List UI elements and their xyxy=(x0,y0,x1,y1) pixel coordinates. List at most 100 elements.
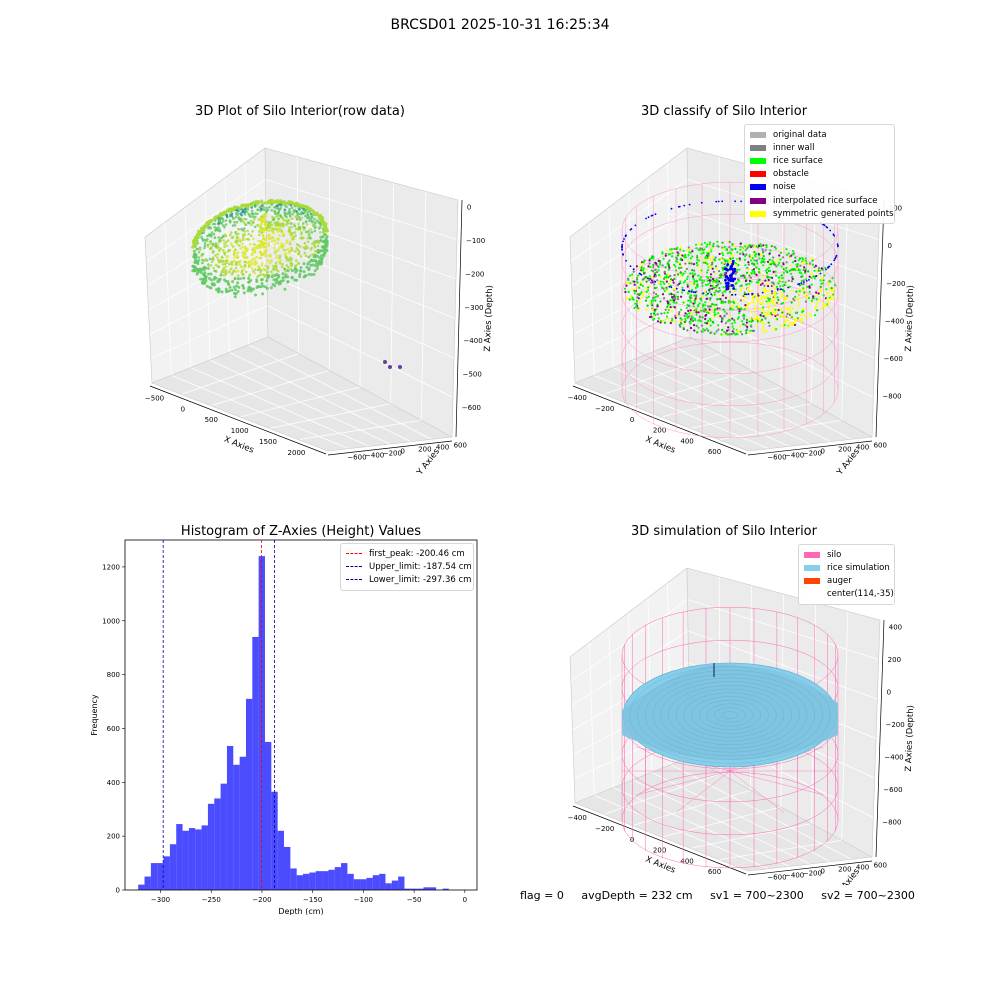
classified-point xyxy=(794,318,797,322)
grid-line xyxy=(841,191,849,421)
data-point xyxy=(246,229,249,233)
data-point xyxy=(274,261,278,265)
y-tick-label: −200 xyxy=(383,449,402,457)
classified-point xyxy=(807,263,810,266)
z-tick-label: −400 xyxy=(885,317,904,325)
classified-point xyxy=(813,306,817,310)
data-point xyxy=(249,243,252,246)
data-point xyxy=(282,232,285,235)
data-point xyxy=(267,241,270,244)
data-point xyxy=(257,264,260,268)
classified-point xyxy=(737,263,740,267)
classified-point xyxy=(788,307,791,310)
classified-point xyxy=(750,310,754,313)
classified-point xyxy=(648,284,651,287)
classified-point xyxy=(735,281,738,284)
data-point xyxy=(196,271,200,274)
data-point xyxy=(243,264,246,268)
classified-point xyxy=(701,279,704,282)
data-point xyxy=(242,276,246,280)
data-point xyxy=(218,239,221,242)
data-point xyxy=(222,267,226,270)
classified-point xyxy=(774,291,777,294)
classified-point xyxy=(740,287,743,290)
classified-point xyxy=(731,308,734,311)
classified-point xyxy=(823,274,826,277)
classified-point xyxy=(662,287,665,290)
data-point xyxy=(259,250,262,254)
data-point xyxy=(260,200,264,204)
classified-point xyxy=(704,321,707,324)
classified-point xyxy=(758,307,761,310)
classified-point xyxy=(703,241,706,244)
data-point xyxy=(297,261,300,265)
box-edge xyxy=(574,802,749,872)
noise-point xyxy=(771,290,773,292)
y-tick-label: 1000 xyxy=(102,617,120,625)
y-tick-label: 600 xyxy=(107,725,120,733)
x-tick-label: −400 xyxy=(568,394,587,402)
y-tick-label: 0 xyxy=(820,867,824,875)
classified-point xyxy=(736,268,739,271)
x-tick-label: −50 xyxy=(407,896,422,904)
classified-point xyxy=(733,245,736,248)
classified-point xyxy=(781,293,784,296)
classified-point xyxy=(738,310,741,313)
classified-point xyxy=(714,256,717,259)
data-point xyxy=(249,219,253,223)
classified-point xyxy=(667,263,670,266)
data-point xyxy=(217,246,220,249)
classified-point xyxy=(742,323,745,326)
noise-point xyxy=(721,200,724,203)
classified-point xyxy=(680,257,683,260)
classified-point xyxy=(721,268,725,272)
classified-point xyxy=(693,329,696,332)
classified-point xyxy=(754,304,757,307)
grid-line xyxy=(420,191,427,421)
classified-point xyxy=(704,255,707,258)
data-point xyxy=(231,280,235,284)
classified-point xyxy=(745,321,748,324)
z-axis-line xyxy=(455,199,463,438)
classified-point xyxy=(747,267,750,271)
classified-point xyxy=(645,287,648,290)
noise-point xyxy=(683,204,686,207)
classified-point xyxy=(771,302,774,305)
classified-point xyxy=(803,261,806,264)
classified-point xyxy=(761,248,764,251)
classified-point xyxy=(748,274,751,277)
histogram-bar xyxy=(214,798,221,890)
data-point xyxy=(196,268,200,272)
data-point xyxy=(232,245,235,248)
data-point xyxy=(246,221,250,224)
classified-point xyxy=(716,283,720,286)
box-edge xyxy=(451,199,459,438)
data-point xyxy=(281,272,285,276)
classified-point xyxy=(702,251,705,255)
data-point xyxy=(275,256,278,260)
classified-point xyxy=(716,298,719,301)
data-point xyxy=(253,243,256,246)
classified-point xyxy=(772,300,775,303)
classified-point xyxy=(663,271,666,274)
classified-point xyxy=(774,247,777,250)
classified-point xyxy=(764,317,767,320)
data-point xyxy=(297,222,300,225)
classified-point xyxy=(759,272,762,275)
classified-point xyxy=(693,324,696,327)
data-point xyxy=(260,253,263,257)
classified-point xyxy=(775,265,778,268)
classified-point xyxy=(699,278,702,281)
classified-point xyxy=(696,254,699,257)
classified-point xyxy=(754,313,757,316)
legend-swatch xyxy=(750,184,766,191)
classified-point xyxy=(720,301,723,305)
histogram-bar xyxy=(290,868,297,890)
classified-point xyxy=(731,243,734,246)
classified-point xyxy=(785,248,788,251)
classified-point xyxy=(819,269,822,272)
classified-point xyxy=(744,296,748,299)
data-point xyxy=(223,278,226,282)
data-point xyxy=(215,227,219,231)
classified-point xyxy=(810,272,813,275)
